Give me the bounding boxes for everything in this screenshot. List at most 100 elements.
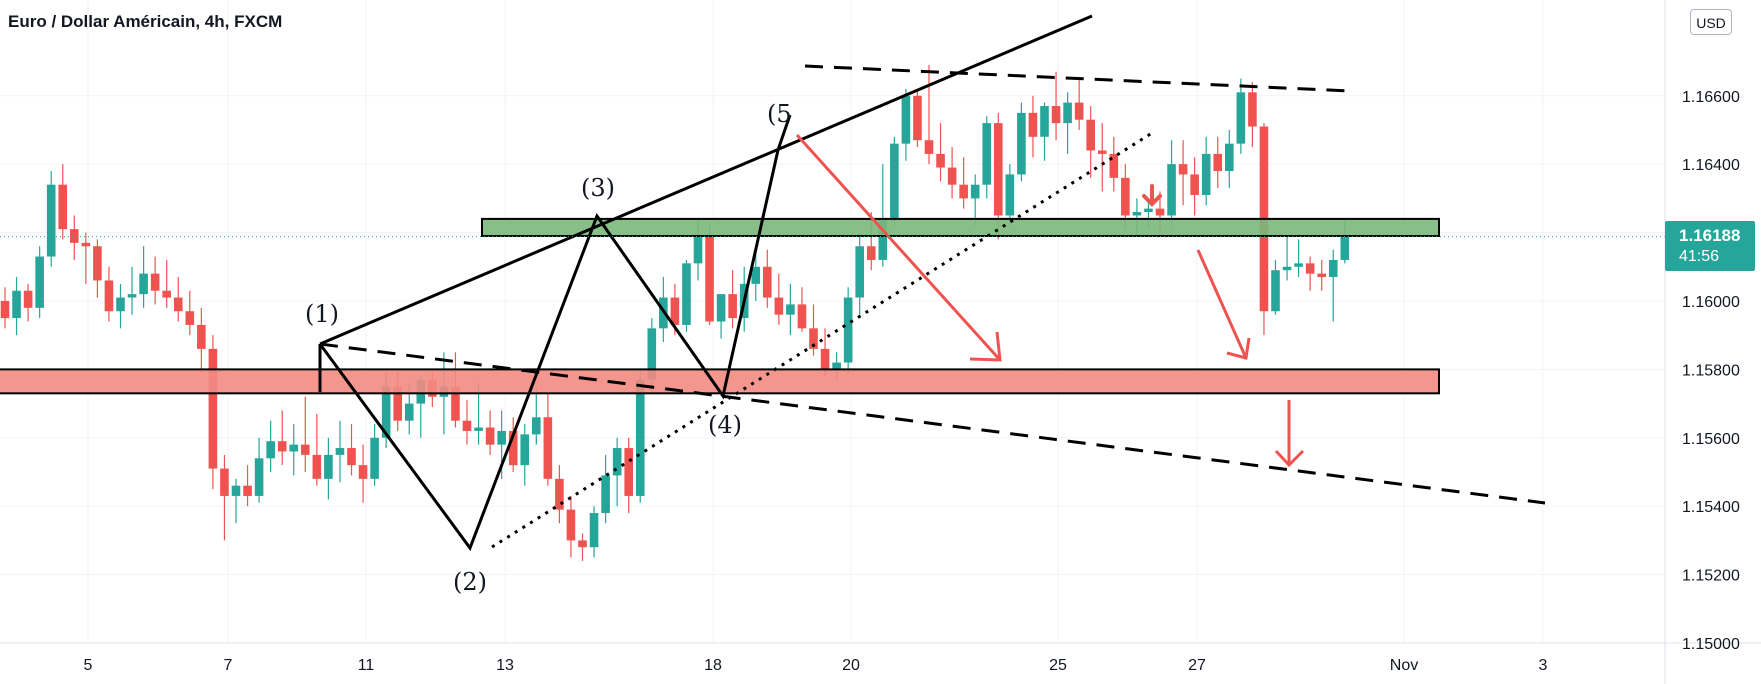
lower-dashed-line xyxy=(319,342,1546,505)
candle xyxy=(705,225,714,325)
candle xyxy=(335,420,345,483)
wave-label-1: (1) xyxy=(305,300,339,328)
x-tick-label: 25 xyxy=(1049,657,1067,674)
zones xyxy=(0,217,1440,395)
candle xyxy=(1271,259,1280,315)
candle xyxy=(982,116,992,199)
candle xyxy=(947,147,957,199)
candle xyxy=(797,287,807,332)
wave-label-4: (4) xyxy=(708,411,742,439)
candle xyxy=(774,273,784,325)
x-tick-label: 20 xyxy=(842,657,860,674)
red-down-marker-icon xyxy=(1142,184,1162,207)
time-axis[interactable]: 5 7 11 13 18 20 25 27 Nov 3 xyxy=(84,657,1548,674)
y-tick-label: 1.16600 xyxy=(1682,89,1740,106)
candle xyxy=(347,424,356,476)
candle xyxy=(855,232,864,315)
x-tick-label: 18 xyxy=(704,657,722,674)
candle xyxy=(197,307,206,373)
candle xyxy=(1178,140,1188,206)
candle xyxy=(1005,164,1015,226)
candle xyxy=(208,335,218,490)
x-tick-label: 7 xyxy=(224,657,233,674)
candle xyxy=(70,215,79,260)
y-tick-label: 1.15200 xyxy=(1682,568,1740,585)
candle xyxy=(1051,71,1061,141)
y-tick-label: 1.16000 xyxy=(1682,294,1740,311)
candle xyxy=(1305,256,1315,291)
candle xyxy=(1328,249,1338,322)
candle xyxy=(462,400,472,445)
candle xyxy=(266,420,275,472)
candle xyxy=(173,277,183,322)
x-tick-label: 27 xyxy=(1188,657,1206,674)
candle xyxy=(913,88,922,148)
candle xyxy=(358,444,368,503)
red-arrow-3 xyxy=(1274,400,1305,468)
candle xyxy=(901,88,911,161)
currency-button[interactable]: USD xyxy=(1690,9,1732,35)
candle xyxy=(116,283,125,329)
x-tick-label: 3 xyxy=(1539,657,1548,674)
x-tick-label: Nov xyxy=(1390,657,1418,674)
red-arrow-1 xyxy=(795,133,1002,362)
candle xyxy=(1282,235,1292,281)
price-axis[interactable]: 1.15000 1.15200 1.15400 1.15600 1.15800 1.160… xyxy=(1682,89,1740,653)
candle xyxy=(843,287,853,373)
candle xyxy=(1097,123,1107,192)
candle xyxy=(589,506,599,558)
candle xyxy=(46,171,56,267)
candle xyxy=(1040,102,1049,161)
candle xyxy=(1201,136,1211,206)
last-price-tag: 1.16188 41:56 xyxy=(1665,221,1755,271)
drawings xyxy=(318,14,1546,552)
candle xyxy=(890,136,899,226)
candle xyxy=(289,424,299,476)
candle xyxy=(1236,78,1246,154)
candle xyxy=(301,396,310,472)
candle xyxy=(601,454,610,524)
candlestick-series xyxy=(0,64,1350,561)
candle xyxy=(959,157,968,209)
bar-countdown: 41:56 xyxy=(1679,248,1720,265)
candle xyxy=(93,239,102,298)
y-tick-label: 1.15800 xyxy=(1682,362,1740,379)
wave-zigzag xyxy=(318,114,792,552)
candle xyxy=(1109,136,1119,192)
candle xyxy=(878,164,888,267)
candle xyxy=(1074,78,1084,130)
candle xyxy=(566,495,576,558)
candle xyxy=(58,164,68,240)
candle xyxy=(786,283,795,336)
candle xyxy=(1213,136,1223,189)
candle xyxy=(543,393,553,486)
candle xyxy=(104,266,114,322)
candle xyxy=(162,259,171,308)
symbol-title: Euro / Dollar Américain, 4h, FXCM xyxy=(8,12,283,31)
candle xyxy=(820,328,830,377)
candle xyxy=(1225,129,1234,189)
candle xyxy=(924,64,934,165)
candle xyxy=(1028,95,1038,158)
candle xyxy=(23,283,33,322)
candle xyxy=(1294,239,1303,278)
candle xyxy=(0,287,10,329)
candle xyxy=(936,123,945,182)
grid-lines xyxy=(0,0,1665,644)
candle xyxy=(624,437,633,514)
candle xyxy=(1190,157,1199,216)
red-arrow-2 xyxy=(1196,249,1251,360)
upper-trendline xyxy=(319,14,1093,346)
candle xyxy=(555,465,564,524)
candle xyxy=(532,386,541,445)
wave-labels: (1) (2) (3) (4) (5 xyxy=(305,100,792,596)
candle xyxy=(1017,102,1026,182)
candle xyxy=(150,256,160,305)
candle xyxy=(1167,140,1176,226)
candle xyxy=(139,246,148,308)
candle xyxy=(35,246,44,319)
candle xyxy=(277,410,287,466)
candle xyxy=(324,437,333,500)
candle xyxy=(809,304,818,356)
